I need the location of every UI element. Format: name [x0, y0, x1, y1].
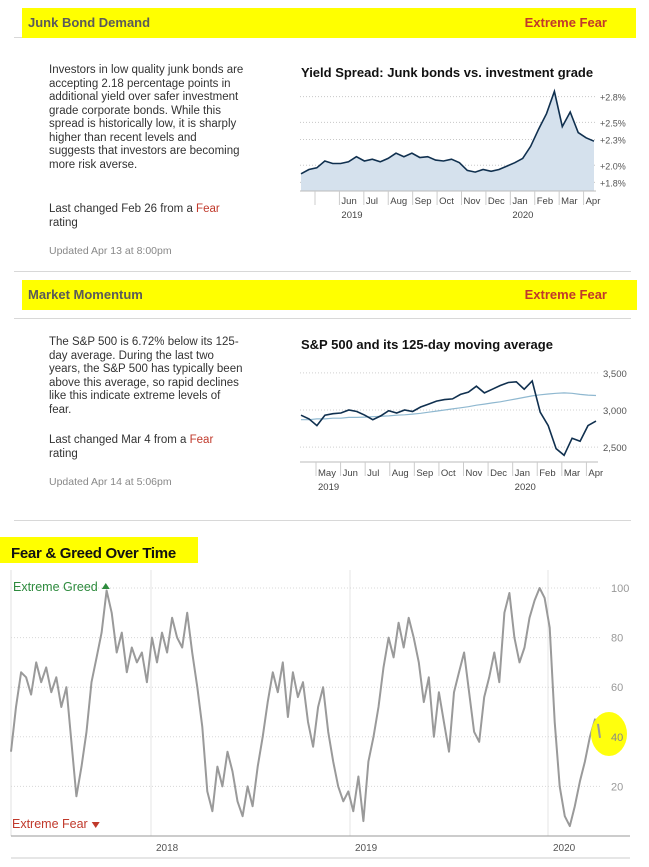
yield-x-tick-label: Apr: [586, 196, 601, 207]
sp-year-label: 2019: [318, 482, 339, 493]
yield-y-tick-label: +2.5%: [600, 118, 626, 128]
fg-y-tick-label: 20: [611, 781, 623, 793]
yield-x-tick-label: Oct: [439, 196, 454, 207]
junk-bond-last-changed: Last changed Feb 26 from a Fear rating: [49, 203, 244, 230]
momentum-changed-rating: Fear: [189, 434, 214, 446]
yield-year-label: 2020: [512, 210, 533, 221]
momentum-highlight: [22, 280, 637, 310]
momentum-header: Market Momentum Extreme Fear: [14, 280, 637, 310]
sp-x-tick-label: Feb: [539, 468, 555, 479]
yield-x-tick-label: Jan: [512, 196, 527, 207]
sp-y-tick-label: 3,000: [603, 406, 627, 417]
sp-x-tick-label: Sep: [416, 468, 433, 479]
junk-bond-changed-suffix: rating: [49, 216, 78, 229]
greed-up-arrow-icon: [101, 583, 110, 589]
yield-y-tick-label: +1.8%: [600, 178, 626, 188]
fear-greed-title-highlight: [0, 537, 198, 563]
sp500-chart-title: S&P 500 and its 125-day moving average: [301, 337, 553, 352]
momentum-rating: Extreme Fear: [524, 287, 607, 302]
yield-x-tick-label: Nov: [464, 196, 481, 207]
sp-x-tick-label: Jul: [367, 468, 379, 479]
sp-y-tick-label: 3,500: [603, 369, 627, 380]
sp-x-tick-label: Dec: [490, 468, 507, 479]
sp-x-tick-label: Mar: [564, 468, 580, 479]
junk-bond-divider: [14, 271, 631, 272]
fg-y-tick-label: 100: [611, 583, 629, 595]
junk-bond-highlight: [22, 8, 636, 38]
fg-y-tick-label-highlighted: 40: [611, 732, 623, 744]
sp-x-tick-label: Oct: [441, 468, 456, 479]
sp-x-tick-label: Aug: [392, 468, 409, 479]
yield-y-tick-label: +2.0%: [600, 161, 626, 171]
fg-x-tick-label: 2019: [355, 843, 378, 854]
yield-year-label: 2019: [341, 210, 362, 221]
yield-x-tick-label: Sep: [415, 196, 432, 207]
junk-bond-changed-prefix: Last changed Feb 26 from a: [49, 203, 197, 215]
yield-spread-chart-title: Yield Spread: Junk bonds vs. investment …: [301, 65, 594, 80]
yield-x-tick-label: Jun: [341, 196, 356, 207]
junk-bond-header: Junk Bond Demand Extreme Fear: [14, 8, 636, 38]
yield-x-tick-label: Feb: [537, 196, 553, 207]
fg-x-tick-label: 2018: [156, 843, 179, 854]
junk-bond-title: Junk Bond Demand: [28, 15, 151, 30]
sp500-chart: 3,500 3,000 2,500 May Jun Jul Aug Sep Oct Nov Dec J…: [300, 369, 627, 493]
sp-x-tick-label: Apr: [588, 468, 603, 479]
momentum-description: The S&P 500 is 6.72% below its 125-day a…: [49, 336, 243, 416]
sp-y-tick-label: 2,500: [603, 443, 627, 454]
fear-down-arrow-icon: [91, 822, 100, 828]
sp-moving-average-line: [301, 392, 597, 421]
junk-bond-updated: Updated Apr 13 at 8:00pm: [49, 245, 172, 257]
yield-y-tick-label: +2.3%: [600, 136, 626, 146]
junk-bond-changed-rating: Fear: [196, 203, 220, 215]
extreme-fear-label: Extreme Fear: [12, 817, 88, 831]
fg-index-line: [10, 587, 601, 828]
fear-greed-chart: 1008060402040201820192020Extreme GreedEx…: [10, 570, 630, 859]
yield-line: [300, 88, 595, 175]
sp-x-tick-label: Jan: [515, 468, 530, 479]
fg-y-tick-label: 60: [611, 682, 623, 694]
junk-bond-rating: Extreme Fear: [524, 15, 607, 30]
yield-y-tick-label: +2.8%: [600, 93, 626, 103]
yield-spread-chart: +2.8% +2.5% +2.3% +2.0% +1.8% Jun Jul Aug Sep Oct…: [300, 88, 626, 221]
sp-year-label: 2020: [515, 482, 536, 493]
yield-x-tick-label: Aug: [390, 196, 407, 207]
sp-price-line: [300, 379, 597, 457]
yield-x-tick-label: Jul: [366, 196, 378, 207]
junk-bond-description: Investors in low quality junk bonds are …: [49, 64, 244, 171]
momentum-changed-prefix: Last changed Mar 4 from a: [49, 434, 190, 446]
fg-latest-mark: [597, 723, 601, 738]
yield-area: [301, 91, 594, 191]
momentum-divider: [14, 520, 631, 521]
momentum-changed-suffix: rating: [49, 447, 78, 460]
fg-y-tick-label: 80: [611, 633, 623, 645]
sp-x-tick-label: Nov: [466, 468, 483, 479]
yield-x-tick-label: Mar: [561, 196, 577, 207]
momentum-header-divider: [14, 318, 631, 319]
extreme-greed-label: Extreme Greed: [13, 580, 98, 594]
momentum-last-changed: Last changed Mar 4 from a Fear rating: [49, 434, 244, 461]
momentum-updated: Updated Apr 14 at 5:06pm: [49, 476, 172, 488]
fg-latest-highlight: [591, 712, 627, 756]
sp-x-tick-label: May: [318, 468, 336, 479]
fear-greed-title: Fear & Greed Over Time: [11, 545, 176, 562]
momentum-title: Market Momentum: [28, 287, 143, 302]
yield-x-tick-label: Dec: [488, 196, 505, 207]
fg-x-tick-label: 2020: [553, 843, 576, 854]
sp-x-tick-label: Jun: [343, 468, 358, 479]
